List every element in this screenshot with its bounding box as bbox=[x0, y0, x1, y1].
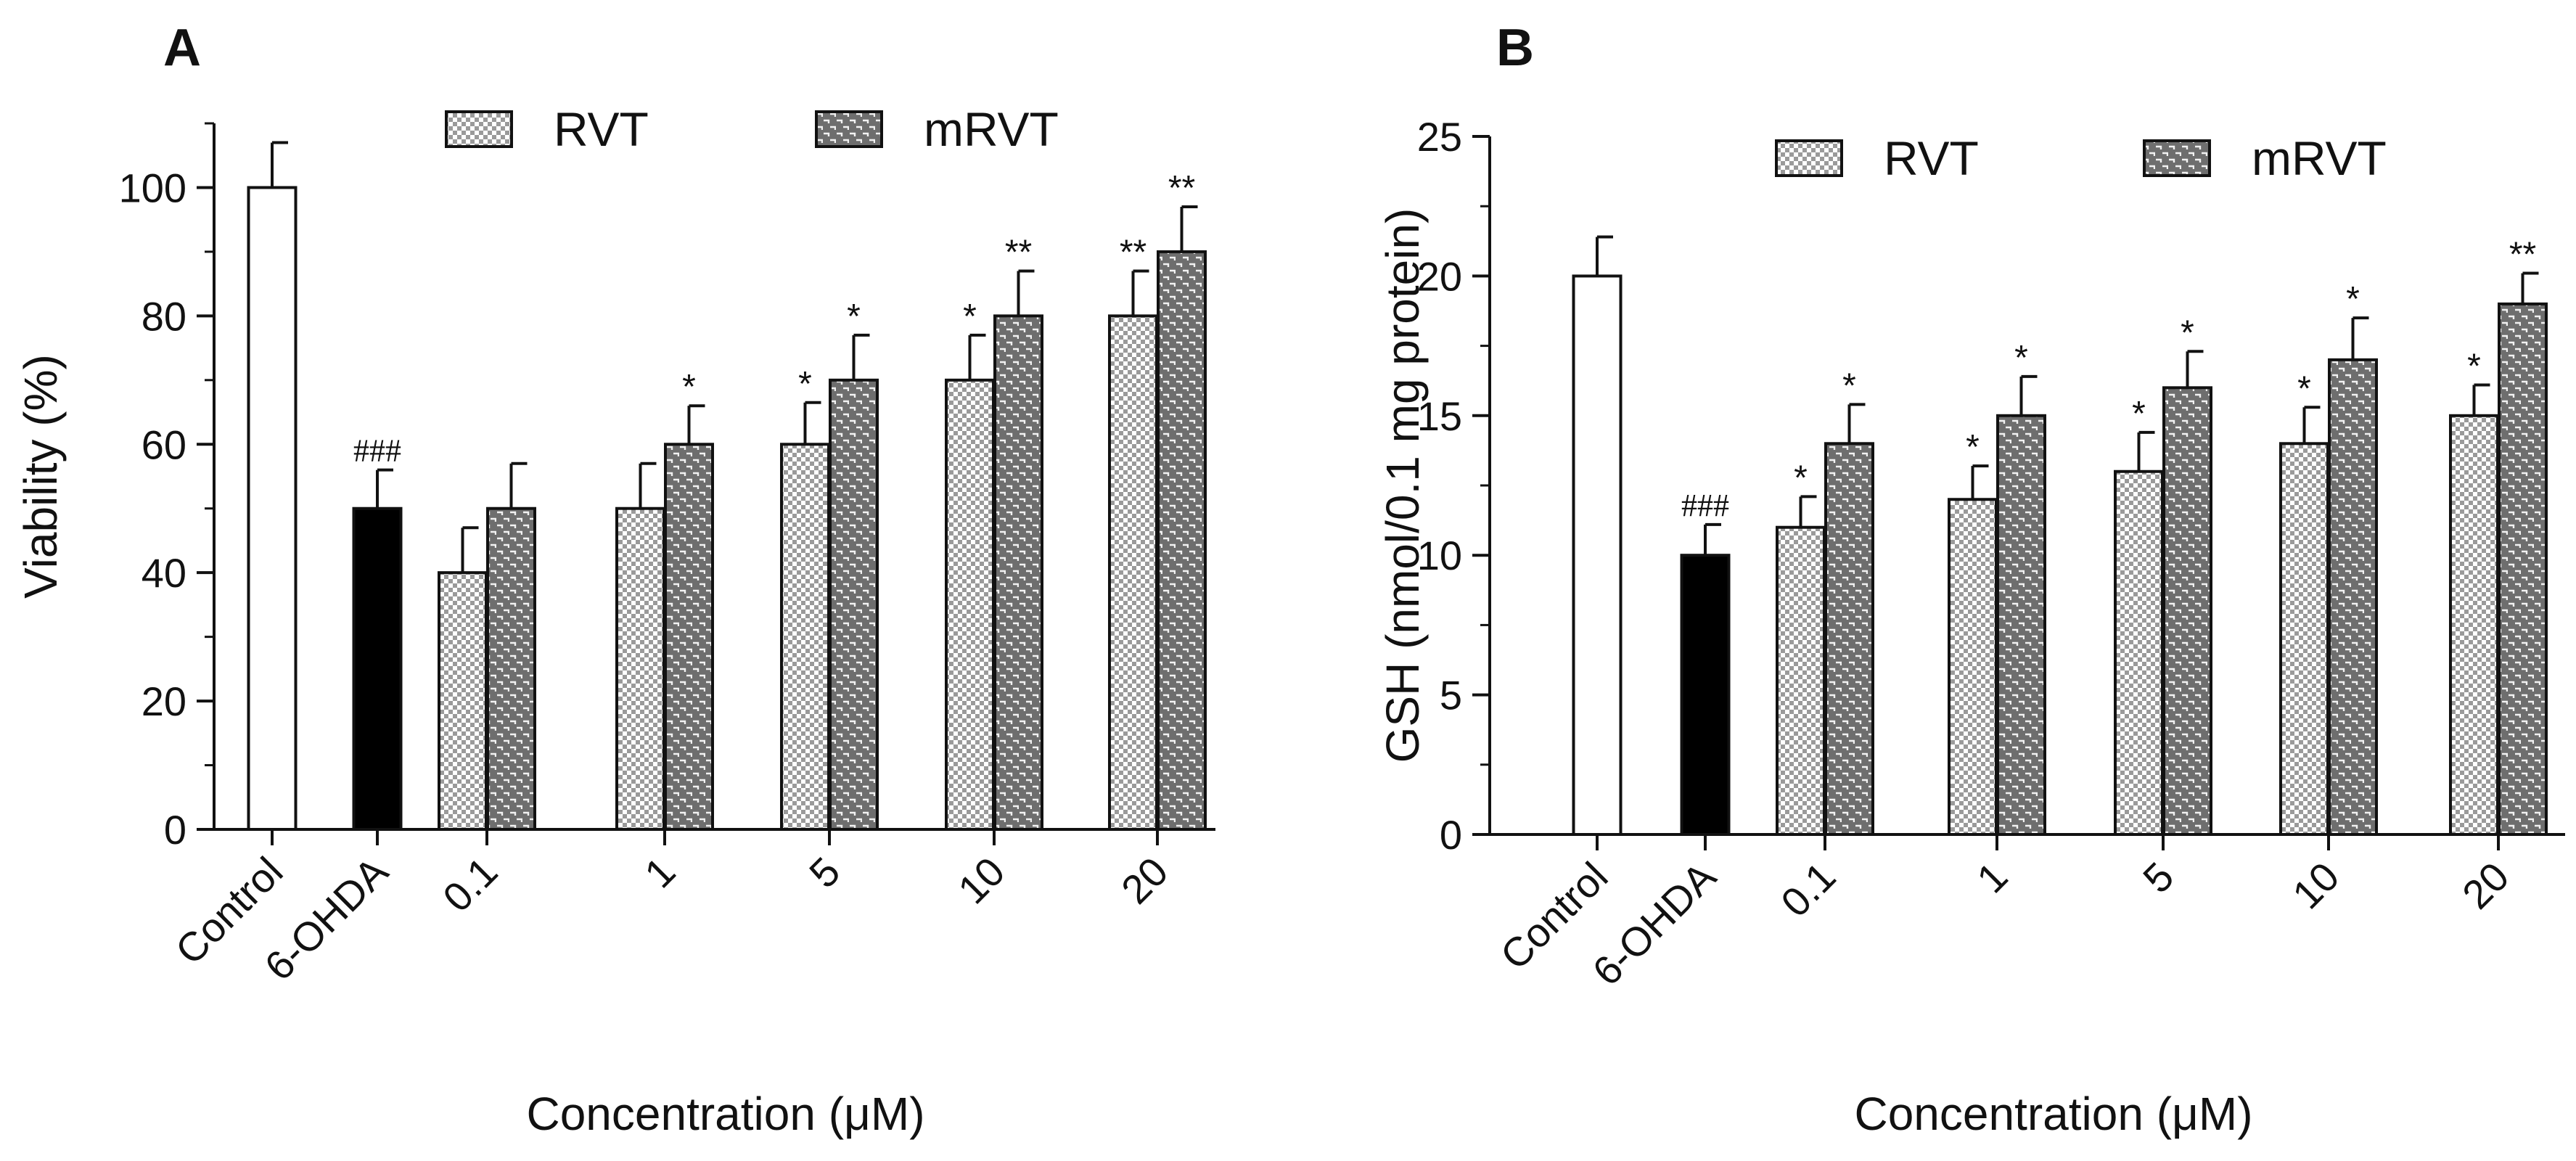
bar-rvt-5 bbox=[780, 443, 830, 831]
x-tick-label: 1 bbox=[1968, 853, 2017, 902]
bar-mrvt-0.1 bbox=[486, 506, 536, 832]
x-tick-label: 20 bbox=[2453, 853, 2518, 918]
bar-mrvt-10 bbox=[993, 314, 1043, 831]
x-tick-label: 5 bbox=[800, 848, 849, 897]
bar-rvt-0.1 bbox=[438, 571, 488, 831]
y-tick-label: 0 bbox=[164, 807, 186, 853]
bar-mrvt-0.1 bbox=[1824, 442, 1874, 836]
significance-star: * bbox=[798, 365, 812, 403]
bar-rvt-10 bbox=[2279, 442, 2329, 836]
significance-star: * bbox=[847, 298, 861, 336]
bar-rvt-10 bbox=[945, 378, 995, 831]
x-tick-label: 5 bbox=[2134, 853, 2183, 902]
legend-label: RVT bbox=[1884, 131, 1979, 185]
significance-star: * bbox=[963, 298, 977, 336]
y-axis-title: GSH (nmol/0.1 mg protein) bbox=[1377, 208, 1429, 763]
significance-star: * bbox=[2181, 313, 2194, 352]
legend-label: RVT bbox=[554, 102, 649, 156]
bar-mrvt-1 bbox=[664, 443, 714, 831]
legend-swatch-mrvt bbox=[815, 110, 883, 148]
significance-star: ** bbox=[2509, 236, 2536, 274]
bar-control bbox=[1572, 274, 1623, 836]
bar-rvt-5 bbox=[2114, 469, 2164, 836]
significance-star: * bbox=[2346, 280, 2360, 319]
y-tick-label: 40 bbox=[141, 550, 186, 596]
x-tick-label: 20 bbox=[1112, 848, 1177, 913]
y-tick-label: 0 bbox=[1440, 812, 1462, 858]
significance-star: * bbox=[682, 368, 696, 406]
bar-rvt-1 bbox=[1948, 498, 1998, 836]
bar-mrvt-5 bbox=[2162, 386, 2212, 836]
significance-hash: ### bbox=[1681, 488, 1729, 523]
x-tick-label: 0.1 bbox=[1772, 853, 1845, 926]
significance-star: * bbox=[2014, 339, 2028, 377]
bar-mrvt-5 bbox=[829, 378, 879, 831]
bar-rvt-20 bbox=[2449, 414, 2499, 836]
y-tick-label: 20 bbox=[1417, 253, 1462, 299]
y-tick-label: 5 bbox=[1440, 673, 1462, 718]
legend-label: mRVT bbox=[2252, 131, 2387, 185]
y-tick-label: 10 bbox=[1417, 533, 1462, 578]
y-tick-label: 60 bbox=[141, 422, 186, 467]
y-tick-label: 15 bbox=[1417, 393, 1462, 439]
significance-hash: ### bbox=[353, 433, 401, 469]
significance-star: ** bbox=[1005, 233, 1032, 271]
bar-mrvt-10 bbox=[2328, 358, 2378, 836]
bar-rvt-1 bbox=[615, 506, 665, 832]
significance-star: * bbox=[1794, 459, 1808, 497]
bar-6-ohda bbox=[352, 506, 403, 832]
legend-swatch-rvt bbox=[445, 110, 513, 148]
x-axis-title: Concentration (μM) bbox=[1854, 1088, 2252, 1140]
y-tick-label: 80 bbox=[141, 293, 186, 339]
bar-control bbox=[247, 186, 298, 832]
y-tick-label: 25 bbox=[1417, 114, 1462, 160]
legend-swatch-mrvt bbox=[2143, 139, 2211, 177]
y-tick-label: 20 bbox=[141, 678, 186, 724]
legend-swatch-rvt bbox=[1775, 139, 1843, 177]
y-axis-title: Viability (%) bbox=[15, 354, 67, 599]
bar-mrvt-20 bbox=[1157, 250, 1207, 831]
x-tick-label: 10 bbox=[2284, 853, 2348, 918]
significance-star: * bbox=[1842, 366, 1856, 405]
x-tick-label: 0.1 bbox=[434, 848, 506, 921]
bar-mrvt-1 bbox=[1996, 414, 2046, 836]
bar-rvt-0.1 bbox=[1776, 525, 1826, 836]
panel-letter: A bbox=[163, 19, 201, 77]
y-tick-label: 100 bbox=[119, 165, 186, 210]
bar-mrvt-20 bbox=[2498, 302, 2548, 836]
significance-star: * bbox=[2132, 395, 2146, 433]
x-tick-label: 1 bbox=[636, 848, 684, 897]
bar-rvt-20 bbox=[1108, 314, 1158, 831]
x-axis-title: Concentration (μM) bbox=[526, 1088, 924, 1140]
panel-letter: B bbox=[1496, 19, 1534, 77]
x-tick-label: 10 bbox=[949, 848, 1014, 913]
significance-star: * bbox=[2297, 369, 2311, 408]
significance-star: * bbox=[1966, 428, 1980, 467]
bar-6-ohda bbox=[1680, 554, 1731, 836]
significance-star: * bbox=[2467, 347, 2481, 385]
legend-label: mRVT bbox=[924, 102, 1059, 156]
significance-star: ** bbox=[1168, 169, 1195, 208]
significance-star: ** bbox=[1120, 233, 1147, 271]
